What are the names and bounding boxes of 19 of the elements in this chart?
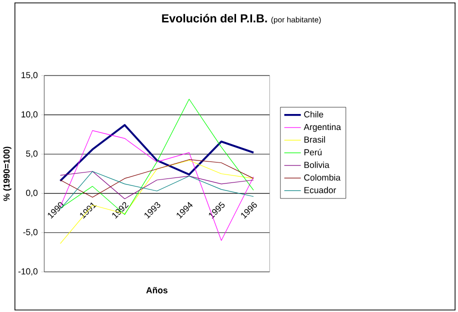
legend-label: Colombia — [304, 174, 341, 181]
line-series — [60, 159, 254, 198]
y-tick-label: 15,0 — [22, 72, 38, 80]
y-tick-label: -10,0 — [18, 268, 38, 276]
y-tick-label: 5,0 — [26, 150, 38, 158]
y-tick-label: 0,0 — [26, 190, 38, 197]
legend-label: Argentina — [304, 124, 342, 132]
x-axis-title: Años — [146, 286, 168, 294]
y-tick-label: 10,0 — [22, 111, 38, 118]
y-tick-label: -5,0 — [23, 229, 38, 236]
line-series — [60, 171, 254, 200]
legend-label: Bolivia — [304, 162, 330, 168]
legend-label: Ecuador — [304, 186, 336, 194]
legend-label: Perú — [304, 148, 322, 156]
legend-label: Chile — [304, 111, 324, 118]
legend-label: Brasil — [304, 136, 325, 143]
chart-title: Evolución del P.I.B. — [162, 14, 267, 22]
y-axis-title: % (1990=100) — [3, 146, 12, 202]
line-series — [59, 124, 254, 182]
